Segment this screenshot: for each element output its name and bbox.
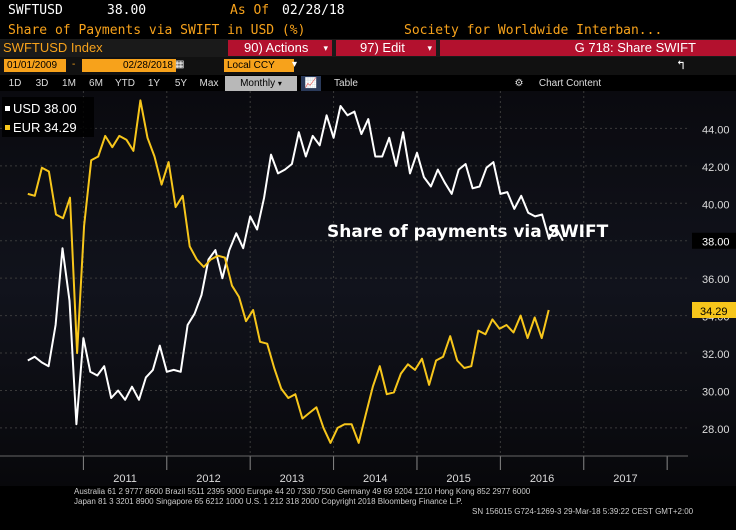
x-tick-label: 2014: [363, 473, 387, 485]
footer-line-3: SN 156015 G724-1269-3 29-Mar-18 5:39:22 …: [472, 507, 694, 516]
actions-menu[interactable]: 90) Actions ▾: [228, 40, 332, 56]
footer-line-1: Australia 61 2 9777 8600 Brazil 5511 239…: [74, 487, 531, 496]
line-chart-icon[interactable]: 📈: [301, 76, 321, 91]
currency-field[interactable]: Local CCY: [224, 59, 294, 72]
x-tick-label: 2016: [530, 473, 554, 485]
quote-header: SWFTUSD 38.00 As Of 02/28/18: [0, 0, 736, 22]
source-description: Society for Worldwide Interban...: [404, 23, 663, 38]
y-tick-label: 42.00: [702, 162, 730, 174]
tab-5y[interactable]: 5Y: [174, 78, 188, 89]
footer-line-2: Japan 81 3 3201 8900 Singapore 65 6212 1…: [74, 497, 463, 506]
settings-icon[interactable]: ⚙: [514, 78, 524, 89]
series-lines: [27, 99, 564, 444]
last-value-eur: 34.29: [700, 306, 728, 318]
tab-1d[interactable]: 1D: [8, 78, 22, 89]
chart-content-label: Chart Content: [538, 78, 602, 89]
actions-dropdown-icon: ▾: [323, 43, 328, 53]
x-tick-label: 2012: [196, 473, 220, 485]
tab-3d[interactable]: 3D: [35, 78, 49, 89]
y-tick-label: 44.00: [702, 124, 730, 136]
edit-label: 97) Edit: [360, 40, 405, 55]
function-title-bar: G 718: Share SWIFT: [440, 40, 736, 56]
y-tick-label: 28.00: [702, 424, 730, 436]
edit-dropdown-icon: ▾: [427, 43, 432, 53]
x-tick-label: 2017: [613, 473, 637, 485]
series-line-usd: [27, 105, 564, 426]
series-line-eur: [27, 99, 550, 444]
tab-6m[interactable]: 6M: [89, 78, 103, 89]
footer: Australia 61 2 9777 8600 Brazil 5511 239…: [0, 486, 736, 530]
actions-label: 90) Actions: [244, 40, 309, 55]
x-tick-label: 2015: [446, 473, 470, 485]
currency-dropdown-icon[interactable]: ▾: [292, 59, 298, 70]
as-of-date: 02/28/18: [282, 3, 345, 18]
last-value-usd: 38.00: [702, 237, 730, 249]
line-chart: 2011 2012 2013 2014 2015 2016 2017 28.00 30.00 3…: [0, 91, 736, 486]
plot-background: [0, 91, 736, 486]
x-tick-label: 2011: [113, 473, 137, 485]
y-tick-label: 36.00: [702, 274, 730, 286]
last-value: 38.00: [107, 3, 147, 18]
legend-usd-swatch: [5, 106, 10, 111]
frequency-dropdown-icon: ▾: [277, 79, 282, 88]
last-value-tag-eur: [692, 302, 736, 318]
legend-usd: USD 38.00: [13, 101, 77, 116]
table-button[interactable]: Table: [326, 76, 366, 91]
tab-max[interactable]: Max: [199, 78, 219, 89]
frequency-select[interactable]: Monthly ▾: [225, 76, 297, 91]
chart-content-button[interactable]: Chart Content: [530, 76, 610, 91]
y-tick-label: 30.00: [702, 386, 730, 398]
legend-box: [2, 97, 94, 137]
x-tick-label: 2013: [280, 473, 304, 485]
undo-icon: ↰: [677, 58, 685, 73]
chart-annotation: Share of payments via SWIFT: [327, 222, 609, 242]
calendar-icon[interactable]: ▦: [175, 59, 185, 70]
edit-menu[interactable]: 97) Edit ▾: [336, 40, 436, 56]
tab-ytd[interactable]: YTD: [115, 78, 135, 89]
command-bar: SWFTUSD Index 90) Actions ▾ 97) Edit ▾ G…: [0, 39, 736, 57]
date-separator: -: [72, 59, 76, 70]
security-name[interactable]: SWFTUSD Index: [3, 40, 103, 55]
tab-1m[interactable]: 1M: [62, 78, 76, 89]
legend: USD 38.00 EUR 34.29: [2, 97, 94, 137]
series-title: Share of Payments via SWIFT in USD (%): [8, 23, 306, 38]
period-toolbar: 1D 3D 1M 6M YTD 1Y 5Y Max Monthly ▾ 📈 Ta…: [0, 75, 736, 91]
x-axis: 2011 2012 2013 2014 2015 2016 2017: [0, 455, 688, 485]
function-label: G 718: Share SWIFT: [574, 40, 696, 55]
y-tick-label: 40.00: [702, 199, 730, 211]
start-date-field[interactable]: 01/01/2009: [4, 59, 66, 72]
y-tick-label: 32.00: [702, 349, 730, 361]
as-of-label: As Of: [230, 3, 270, 18]
end-date-field[interactable]: 02/28/2018: [82, 59, 176, 72]
undo-button[interactable]: ↰: [655, 57, 715, 75]
tab-1y[interactable]: 1Y: [147, 78, 161, 89]
description-bar: Share of Payments via SWIFT in USD (%) S…: [0, 22, 736, 39]
frequency-label: Monthly: [240, 78, 276, 89]
ticker-symbol: SWFTUSD: [8, 3, 63, 18]
legend-eur-swatch: [5, 125, 10, 130]
date-range-bar: 01/01/2009 - 02/28/2018 ▦ Local CCY ▾: [0, 57, 736, 75]
table-label: Table: [334, 78, 358, 89]
y-axis: 28.0030.0032.0034.0036.0038.0040.0042.00…: [692, 124, 736, 436]
legend-eur: EUR 34.29: [13, 120, 77, 135]
last-value-tag-usd: [692, 232, 736, 249]
